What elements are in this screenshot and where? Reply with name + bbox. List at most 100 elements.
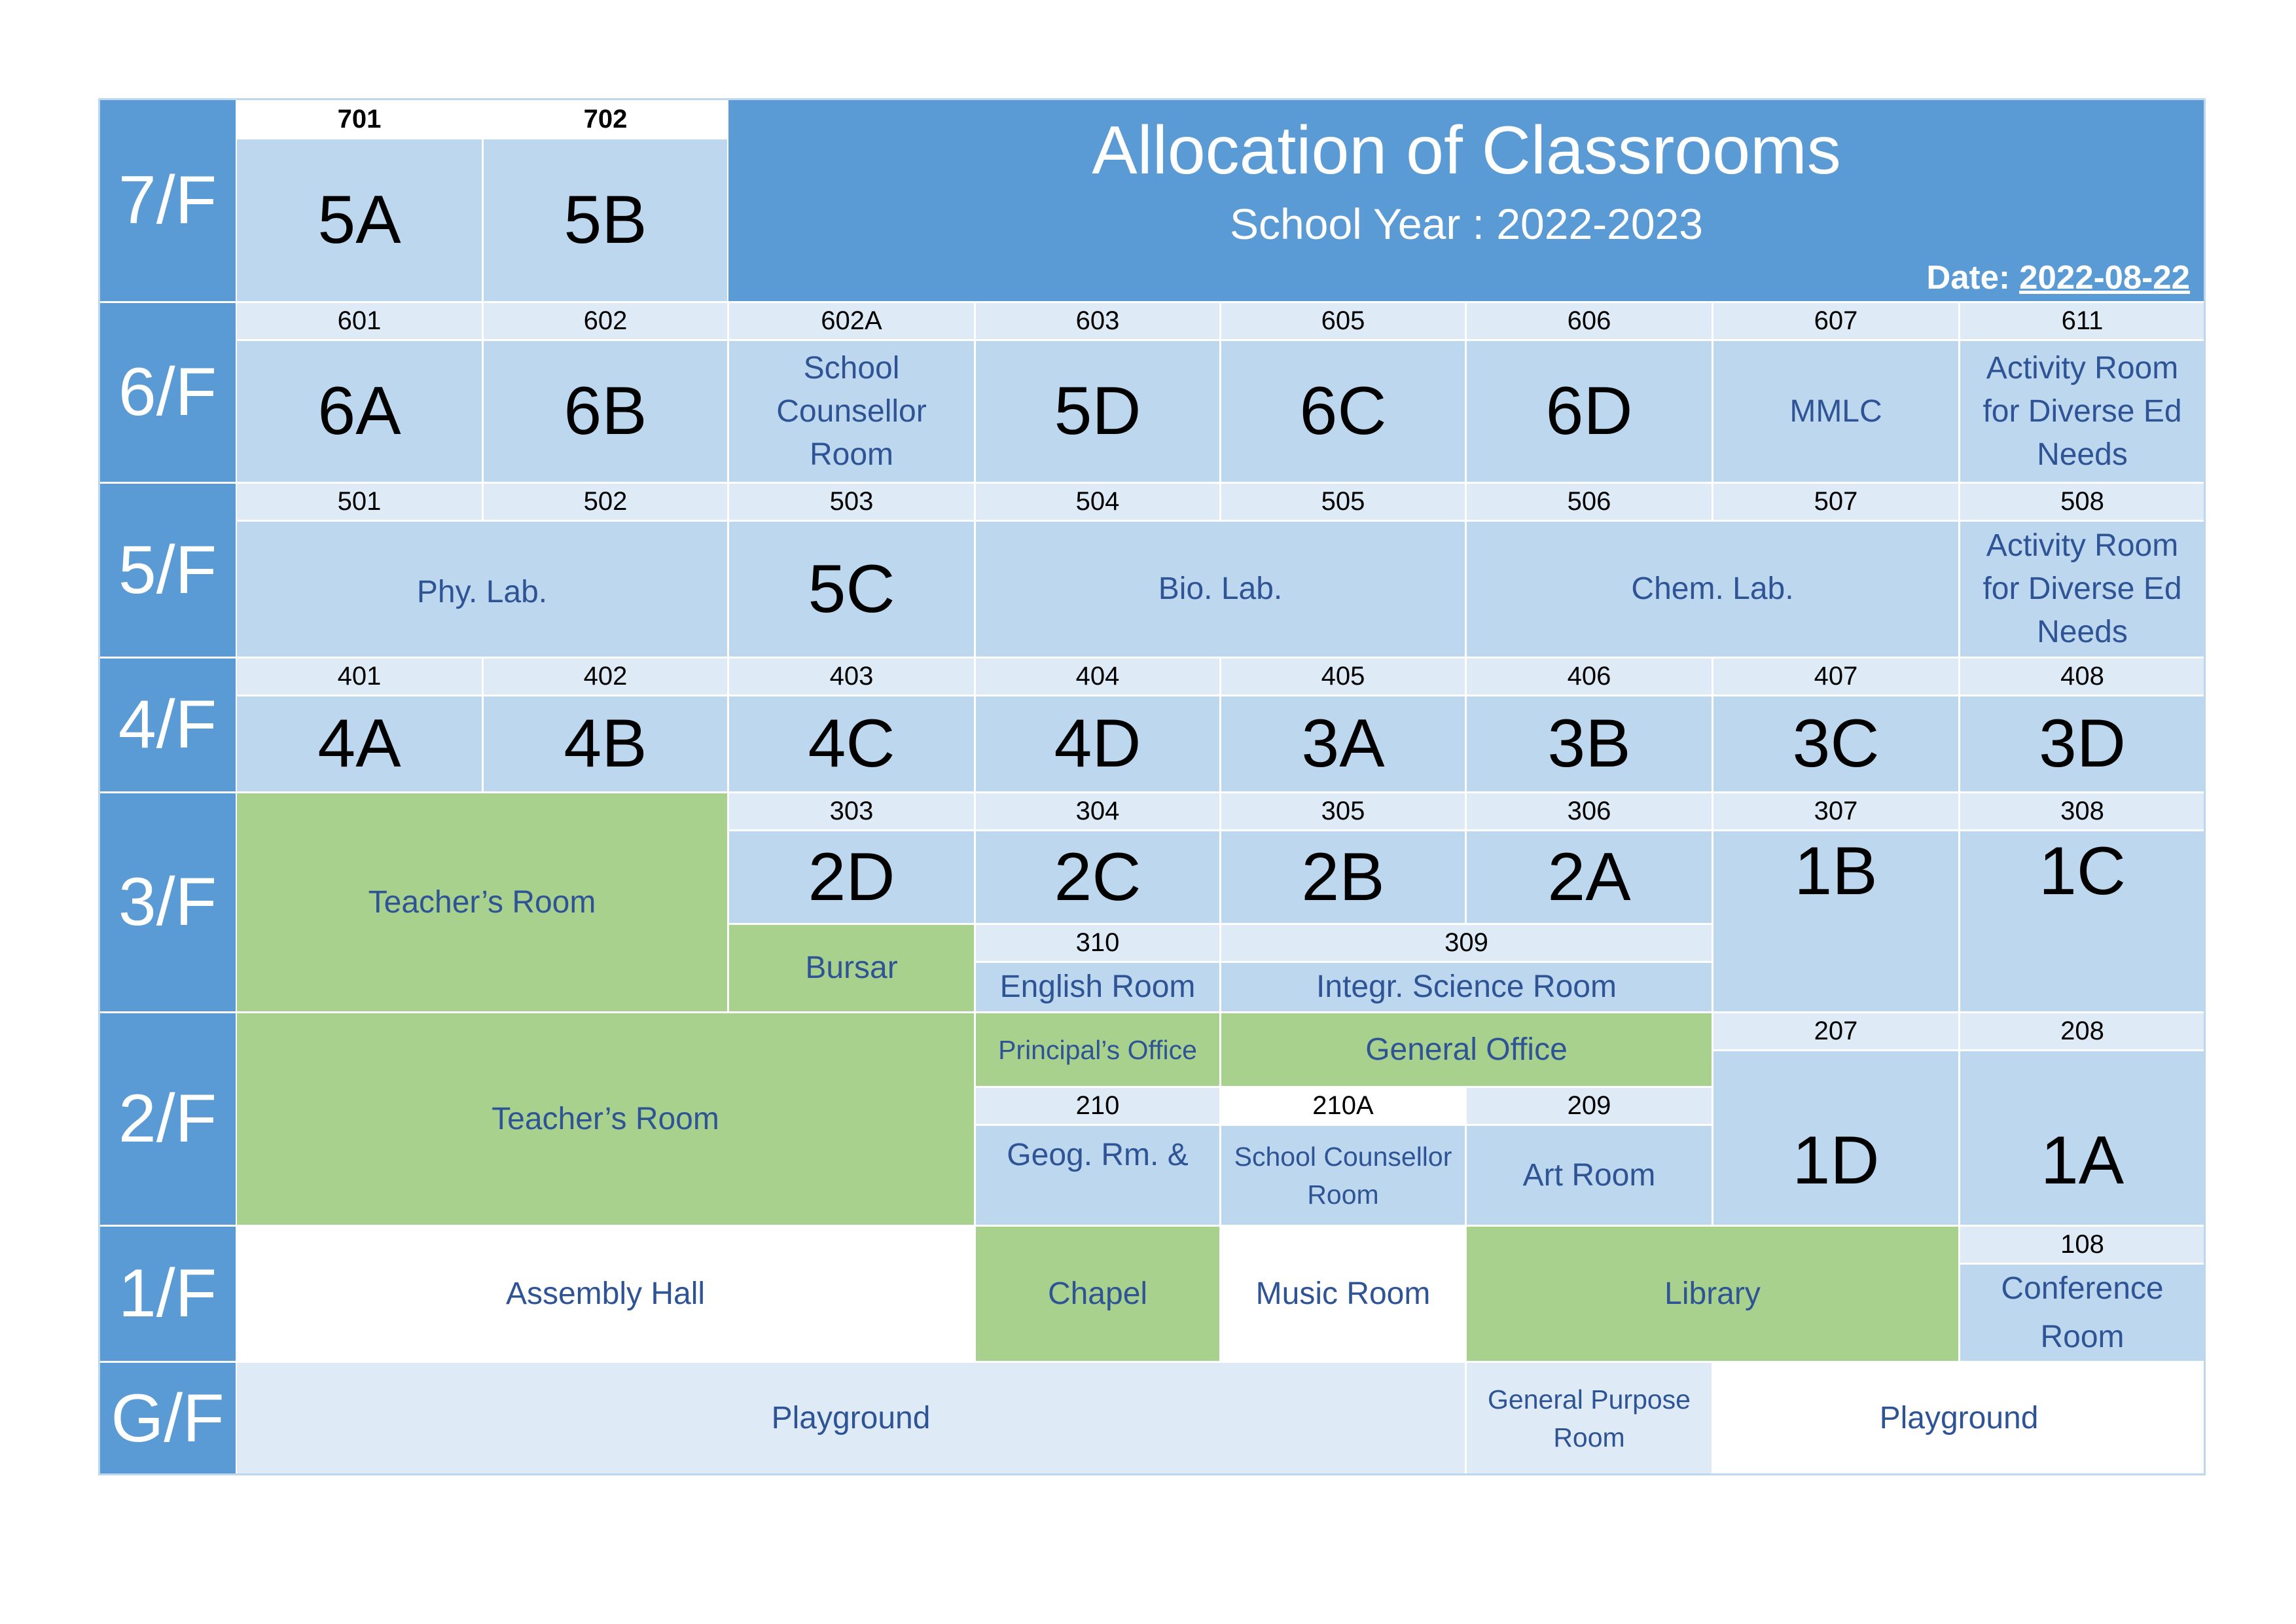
geography-room: Geog. Rm. &: [976, 1126, 1219, 1225]
chemistry-lab: Chem. Lab.: [1467, 522, 1958, 657]
room-number-309: 309: [1221, 925, 1712, 961]
library: Library: [1467, 1227, 1958, 1361]
classroom-1b: 1B: [1713, 831, 1958, 1011]
mmlc-room: MMLC: [1713, 341, 1958, 482]
classroom-2c: 2C: [976, 831, 1219, 923]
floor-label-1f: 1/F: [99, 1227, 236, 1361]
teachers-room-2f: Teacher’s Room: [237, 1013, 974, 1225]
floor-label-3f: 3/F: [99, 793, 236, 1011]
classroom-3c: 3C: [1713, 696, 1958, 791]
room-number-306: 306: [1467, 793, 1712, 829]
room-number-607: 607: [1713, 303, 1958, 339]
room-number-701: 701: [237, 101, 482, 137]
assembly-hall: Assembly Hall: [237, 1227, 974, 1361]
room-number-507: 507: [1713, 484, 1958, 520]
room-number-505: 505: [1221, 484, 1465, 520]
classroom-6c: 6C: [1221, 341, 1465, 482]
school-counsellor-room-210a: School Counsellor Room: [1221, 1126, 1465, 1225]
biology-lab: Bio. Lab.: [976, 522, 1465, 657]
room-number-408: 408: [1960, 659, 2204, 695]
room-number-406: 406: [1467, 659, 1712, 695]
english-room: English Room: [976, 963, 1219, 1011]
room-number-503: 503: [729, 484, 974, 520]
classroom-5b: 5B: [484, 139, 727, 301]
room-number-502: 502: [484, 484, 727, 520]
classroom-4d: 4D: [976, 696, 1219, 791]
art-room: Art Room: [1467, 1126, 1712, 1225]
classroom-4b: 4B: [484, 696, 727, 791]
teachers-room-3f: Teacher’s Room: [237, 793, 727, 1011]
classroom-5a: 5A: [237, 139, 482, 301]
room-number-208: 208: [1960, 1013, 2204, 1049]
physics-lab: Phy. Lab.: [237, 522, 727, 657]
classroom-4c: 4C: [729, 696, 974, 791]
classroom-5d: 5D: [976, 341, 1219, 482]
playground-right: Playground: [1713, 1363, 2204, 1474]
chapel: Chapel: [976, 1227, 1219, 1361]
classroom-6b: 6B: [484, 341, 727, 482]
floor-label-5f: 5/F: [99, 484, 236, 657]
classroom-4a: 4A: [237, 696, 482, 791]
classroom-3b: 3B: [1467, 696, 1712, 791]
room-number-304: 304: [976, 793, 1219, 829]
date-label: Date:: [1926, 259, 2020, 296]
room-number-305: 305: [1221, 793, 1465, 829]
classroom-6d: 6D: [1467, 341, 1712, 482]
room-number-702: 702: [484, 101, 727, 137]
floor-label-6f: 6/F: [99, 303, 236, 482]
room-number-401: 401: [237, 659, 482, 695]
room-number-405: 405: [1221, 659, 1465, 695]
classroom-3d: 3D: [1960, 696, 2204, 791]
classroom-2a: 2A: [1467, 831, 1712, 923]
room-number-504: 504: [976, 484, 1219, 520]
room-number-506: 506: [1467, 484, 1712, 520]
classroom-3a: 3A: [1221, 696, 1465, 791]
room-number-207: 207: [1713, 1013, 1958, 1049]
room-number-108: 108: [1960, 1227, 2204, 1263]
room-number-602a: 602A: [729, 303, 974, 339]
integrated-science-room: Integr. Science Room: [1221, 963, 1712, 1011]
general-office: General Office: [1221, 1013, 1712, 1086]
general-purpose-room: General Purpose Room: [1467, 1363, 1712, 1474]
room-number-611: 611: [1960, 303, 2204, 339]
room-number-403: 403: [729, 659, 974, 695]
floor-label-7f: 7/F: [99, 99, 236, 301]
activity-room-508: Activity Room for Diverse Ed Needs: [1960, 522, 2204, 657]
activity-room-611: Activity Room for Diverse Ed Needs: [1960, 341, 2204, 482]
floor-label-2f: 2/F: [99, 1013, 236, 1225]
principals-office: Principal’s Office: [976, 1013, 1219, 1086]
playground-left: Playground: [237, 1363, 1465, 1474]
room-number-606: 606: [1467, 303, 1712, 339]
classroom-5c: 5C: [729, 522, 974, 657]
room-number-508: 508: [1960, 484, 2204, 520]
room-number-210: 210: [976, 1088, 1219, 1124]
room-number-310: 310: [976, 925, 1219, 961]
room-number-210a: 210A: [1221, 1088, 1465, 1124]
room-number-402: 402: [484, 659, 727, 695]
floor-label-gf: G/F: [99, 1363, 236, 1474]
room-number-308: 308: [1960, 793, 2204, 829]
room-number-501: 501: [237, 484, 482, 520]
room-number-601: 601: [237, 303, 482, 339]
school-counsellor-room-602a: School Counsellor Room: [729, 341, 974, 482]
classroom-6a: 6A: [237, 341, 482, 482]
room-number-603: 603: [976, 303, 1219, 339]
classroom-1a: 1A: [1960, 1051, 2204, 1225]
room-number-602: 602: [484, 303, 727, 339]
classroom-1c: 1C: [1960, 831, 2204, 1011]
conference-room: Conference Room: [1960, 1265, 2204, 1361]
bursar-room: Bursar: [729, 925, 974, 1011]
page-title: Allocation of Classrooms: [1092, 113, 1841, 189]
header-band: Allocation of Classrooms School Year : 2…: [728, 99, 2204, 301]
date-line: Date: 2022-08-22: [1926, 257, 2190, 298]
school-year: School Year : 2022-2023: [1230, 200, 1703, 248]
room-number-303: 303: [729, 793, 974, 829]
room-number-307: 307: [1713, 793, 1958, 829]
room-number-605: 605: [1221, 303, 1465, 339]
classroom-1d: 1D: [1713, 1051, 1958, 1225]
date-value: 2022-08-22: [2019, 259, 2190, 296]
room-number-209: 209: [1467, 1088, 1712, 1124]
room-number-407: 407: [1713, 659, 1958, 695]
classroom-2d: 2D: [729, 831, 974, 923]
